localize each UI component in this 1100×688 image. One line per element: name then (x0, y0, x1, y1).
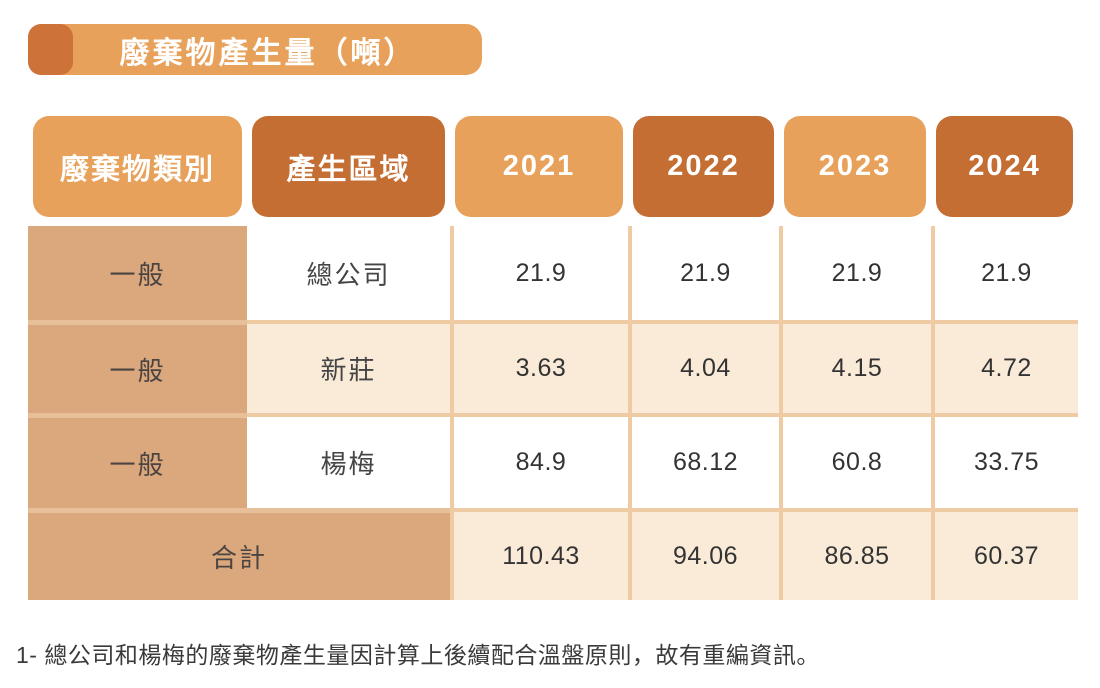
total-value-2021: 110.43 (450, 508, 628, 600)
header-waste-category: 廢棄物類別 (33, 116, 242, 217)
header-year-2024: 2024 (936, 116, 1073, 217)
row3-value-2023: 60.8 (779, 413, 931, 508)
header-year-2023: 2023 (784, 116, 926, 217)
total-label: 合計 (28, 508, 450, 600)
header-year-2022: 2022 (633, 116, 774, 217)
header-year-2021: 2021 (455, 116, 623, 217)
table-header-row: 廢棄物類別 產生區域 2021 2022 2023 2024 (28, 116, 1078, 217)
total-value-2022: 94.06 (628, 508, 779, 600)
row2-category: 一般 (28, 320, 247, 413)
row1-value-2024: 21.9 (931, 226, 1078, 320)
row1-value-2021: 21.9 (450, 226, 628, 320)
header-generation-area: 產生區域 (252, 116, 445, 217)
title-banner: 廢棄物產生量（噸） (28, 24, 482, 75)
row1-area: 總公司 (247, 226, 450, 320)
row2-area: 新莊 (247, 320, 450, 413)
row1-value-2023: 21.9 (779, 226, 931, 320)
footnote: 1- 總公司和楊梅的廢棄物產生量因計算上後續配合溫盤原則，故有重編資訊。 (16, 642, 820, 668)
table-body: 一般 總公司 21.9 21.9 21.9 21.9 一般 新莊 3.63 4.… (28, 226, 1078, 600)
title-accent-tab (28, 24, 73, 75)
row1-category: 一般 (28, 226, 247, 320)
row3-category: 一般 (28, 413, 247, 508)
total-value-2024: 60.37 (931, 508, 1078, 600)
row2-value-2022: 4.04 (628, 320, 779, 413)
waste-table: 廢棄物類別 產生區域 2021 2022 2023 2024 一般 總公司 21… (28, 116, 1078, 600)
row3-value-2022: 68.12 (628, 413, 779, 508)
total-value-2023: 86.85 (779, 508, 931, 600)
row1-value-2022: 21.9 (628, 226, 779, 320)
title-pill: 廢棄物產生量（噸） (40, 24, 482, 75)
row2-value-2024: 4.72 (931, 320, 1078, 413)
row3-value-2024: 33.75 (931, 413, 1078, 508)
row3-area: 楊梅 (247, 413, 450, 508)
row3-value-2021: 84.9 (450, 413, 628, 508)
row2-value-2023: 4.15 (779, 320, 931, 413)
page-title: 廢棄物產生量（噸） (119, 36, 417, 70)
row2-value-2021: 3.63 (450, 320, 628, 413)
